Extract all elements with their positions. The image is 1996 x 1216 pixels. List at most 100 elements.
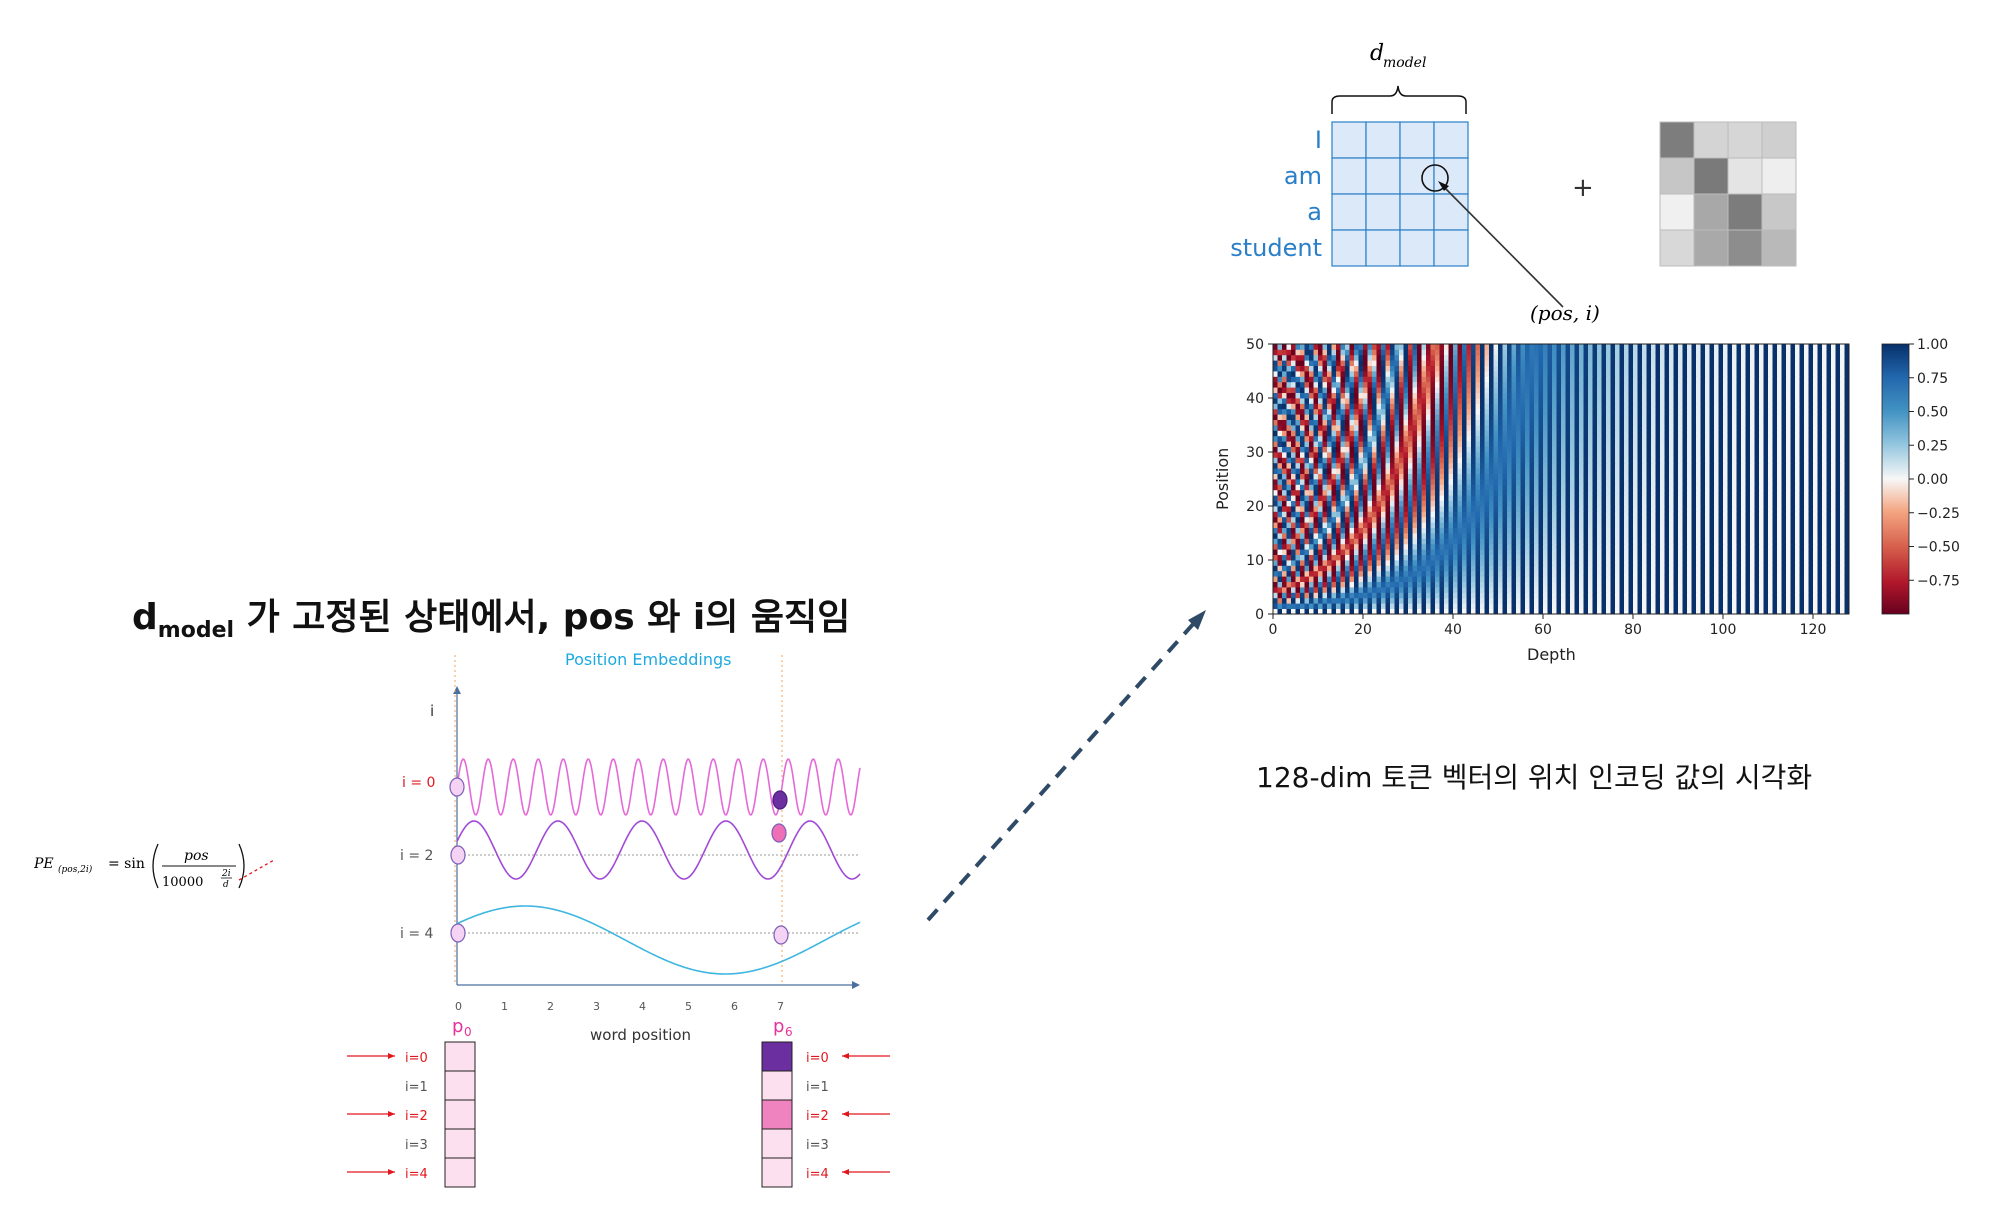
heatmap-cell bbox=[1453, 501, 1458, 507]
heatmap-cell bbox=[1521, 457, 1526, 463]
heatmap-cell bbox=[1669, 479, 1674, 485]
heatmap-cell bbox=[1426, 511, 1431, 517]
heatmap-cell bbox=[1602, 484, 1607, 490]
heatmap-cell bbox=[1611, 592, 1616, 598]
heatmap-cell bbox=[1377, 576, 1382, 582]
heatmap-cell bbox=[1381, 522, 1386, 528]
heatmap-cell bbox=[1597, 468, 1602, 474]
heatmap-cell bbox=[1296, 522, 1301, 528]
heatmap-cell bbox=[1791, 549, 1796, 555]
heatmap-cell bbox=[1458, 463, 1463, 469]
heatmap-cell bbox=[1683, 582, 1688, 588]
heatmap-cell bbox=[1584, 598, 1589, 604]
heatmap-cell bbox=[1507, 447, 1512, 453]
heatmap-cell bbox=[1665, 452, 1670, 458]
heatmap-cell bbox=[1683, 452, 1688, 458]
heatmap-cell bbox=[1813, 549, 1818, 555]
heatmap-cell bbox=[1570, 549, 1575, 555]
heatmap-cell bbox=[1323, 474, 1328, 480]
heatmap-cell bbox=[1287, 490, 1292, 496]
heatmap-cell bbox=[1372, 468, 1377, 474]
heatmap-cell bbox=[1503, 598, 1508, 604]
heatmap-cell bbox=[1534, 506, 1539, 512]
heatmap-cell bbox=[1489, 447, 1494, 453]
heatmap-cell bbox=[1539, 447, 1544, 453]
heatmap-cell bbox=[1597, 490, 1602, 496]
heatmap-cell bbox=[1485, 571, 1490, 577]
heatmap-cell bbox=[1768, 436, 1773, 442]
heatmap-cell bbox=[1332, 495, 1337, 501]
heatmap-cell bbox=[1300, 414, 1305, 420]
heatmap-cell bbox=[1453, 555, 1458, 561]
heatmap-cell bbox=[1579, 495, 1584, 501]
heatmap-cell bbox=[1723, 414, 1728, 420]
heatmap-cell bbox=[1332, 587, 1337, 593]
heatmap-cell bbox=[1291, 576, 1296, 582]
heatmap-cell bbox=[1305, 414, 1310, 420]
heatmap-cell bbox=[1606, 560, 1611, 566]
heatmap-cell bbox=[1791, 474, 1796, 480]
heatmap-cell bbox=[1557, 506, 1562, 512]
heatmap-cell bbox=[1431, 603, 1436, 609]
heatmap-cell bbox=[1503, 484, 1508, 490]
heatmap-cell bbox=[1489, 560, 1494, 566]
heatmap-cell bbox=[1345, 565, 1350, 571]
heatmap-cell bbox=[1836, 501, 1841, 507]
heatmap-cell bbox=[1404, 436, 1409, 442]
heatmap-cell bbox=[1791, 533, 1796, 539]
heatmap-cell bbox=[1471, 565, 1476, 571]
heatmap-cell bbox=[1593, 474, 1598, 480]
heatmap-cell bbox=[1665, 441, 1670, 447]
heatmap-cell bbox=[1800, 468, 1805, 474]
heatmap-cell bbox=[1818, 425, 1823, 431]
heatmap-cell bbox=[1503, 517, 1508, 523]
heatmap-cell bbox=[1836, 598, 1841, 604]
heatmap-cell bbox=[1606, 436, 1611, 442]
heatmap-cell bbox=[1737, 598, 1742, 604]
heatmap-cell bbox=[1399, 560, 1404, 566]
heatmap-cell bbox=[1791, 479, 1796, 485]
heatmap-cell bbox=[1777, 474, 1782, 480]
heatmap-cell bbox=[1795, 420, 1800, 426]
heatmap-cell bbox=[1822, 447, 1827, 453]
heatmap-cell bbox=[1746, 463, 1751, 469]
heatmap-cell bbox=[1597, 457, 1602, 463]
heatmap-cell bbox=[1791, 452, 1796, 458]
heatmap-cell bbox=[1777, 598, 1782, 604]
heatmap-cell bbox=[1723, 506, 1728, 512]
heatmap-cell bbox=[1516, 474, 1521, 480]
vector-row-label: i=3 bbox=[806, 1138, 829, 1153]
heatmap-cell bbox=[1804, 511, 1809, 517]
heatmap-cell bbox=[1363, 522, 1368, 528]
heatmap-cell bbox=[1512, 447, 1517, 453]
heatmap-cell bbox=[1822, 474, 1827, 480]
heatmap-cell bbox=[1341, 544, 1346, 550]
heatmap-cell bbox=[1494, 571, 1499, 577]
heatmap-cell bbox=[1831, 447, 1836, 453]
heatmap-cell bbox=[1570, 441, 1575, 447]
heatmap-cell bbox=[1341, 522, 1346, 528]
heatmap-cell bbox=[1728, 533, 1733, 539]
heatmap-cell bbox=[1719, 414, 1724, 420]
heatmap-cell bbox=[1422, 555, 1427, 561]
heatmap-cell bbox=[1665, 463, 1670, 469]
heatmap-cell bbox=[1638, 549, 1643, 555]
heatmap-cell bbox=[1548, 409, 1553, 415]
heatmap-cell bbox=[1323, 447, 1328, 453]
heatmap-cell bbox=[1377, 549, 1382, 555]
heatmap-cell bbox=[1791, 463, 1796, 469]
heatmap-cell bbox=[1422, 560, 1427, 566]
heatmap-cell bbox=[1786, 544, 1791, 550]
heatmap-cell bbox=[1818, 490, 1823, 496]
heatmap-cell bbox=[1273, 565, 1278, 571]
heatmap-cell bbox=[1719, 420, 1724, 426]
heatmap-cell bbox=[1656, 603, 1661, 609]
heatmap-cell bbox=[1656, 420, 1661, 426]
heatmap-cell bbox=[1359, 565, 1364, 571]
heatmap-cell bbox=[1498, 544, 1503, 550]
heatmap-cell bbox=[1282, 560, 1287, 566]
heatmap-cell bbox=[1278, 538, 1283, 544]
heatmap-cell bbox=[1476, 490, 1481, 496]
heatmap-cell bbox=[1813, 414, 1818, 420]
heatmap-cell bbox=[1404, 549, 1409, 555]
